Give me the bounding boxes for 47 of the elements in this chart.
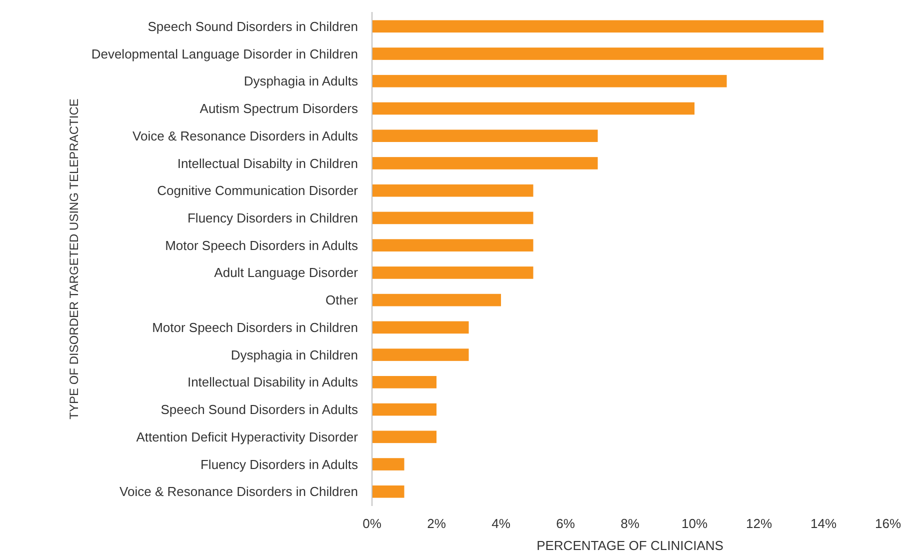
x-tick-label: 4% [492,516,511,531]
y-tick-label: Developmental Language Disorder in Children [91,46,358,62]
bar [372,74,727,88]
y-tick-label: Cognitive Communication Disorder [157,183,359,198]
x-tick-label: 0% [362,516,382,531]
y-tick-label: Intellectual Disabilty in Children [177,156,358,171]
y-tick-label: Motor Speech Disorders in Adults [165,238,358,253]
bar [372,184,534,197]
x-tick-label: 8% [620,516,640,531]
bar [372,403,436,416]
bar [372,266,534,279]
bar [372,321,469,334]
y-tick-label: Voice & Resonance Disorders in Children [120,484,358,500]
bar [372,212,534,224]
y-tick-label: Motor Speech Disorders in Children [152,320,358,335]
x-tick-label: 10% [681,516,708,531]
x-tick-label: 14% [810,516,837,531]
bar [372,348,469,361]
bar [372,48,824,60]
bar [372,485,404,498]
bar [372,20,824,33]
y-tick-label: Speech Sound Disorders in Children [148,18,358,34]
y-tick-label: Fluency Disorders in Children [187,210,358,226]
x-axis-title: PERCENTAGE OF CLINICIANS [536,538,724,553]
y-tick-label: Adult Language Disorder [214,265,359,280]
bar [372,430,436,444]
y-tick-label: Attention Deficit Hyperactivity Disorder [136,429,359,444]
y-tick-label: Dysphagia in Adults [244,74,358,89]
bar [372,157,598,170]
x-tick-label: 2% [427,516,446,531]
bar [372,102,694,115]
y-tick-label: Intellectual Disability in Adults [187,374,358,390]
bar [372,376,436,388]
y-tick-label: Voice & Resonance Disorders in Adults [132,128,358,144]
y-tick-label: Fluency Disorders in Adults [200,456,358,472]
y-axis-title: TYPE OF DISORDER TARGETED USING TELEPRACTICE [67,98,81,420]
bar [372,239,534,252]
y-tick-label: Speech Sound Disorders in Adults [160,402,358,418]
bar [372,294,501,306]
bar [372,130,598,142]
x-tick-label: 12% [746,516,772,531]
y-tick-label: Dysphagia in Children [230,347,358,362]
x-tick-label: 6% [556,516,576,531]
bar [372,458,404,470]
y-tick-label: Autism Spectrum Disorders [200,101,358,116]
y-tick-label: Other [325,292,359,308]
x-tick-label: 16% [874,516,902,531]
